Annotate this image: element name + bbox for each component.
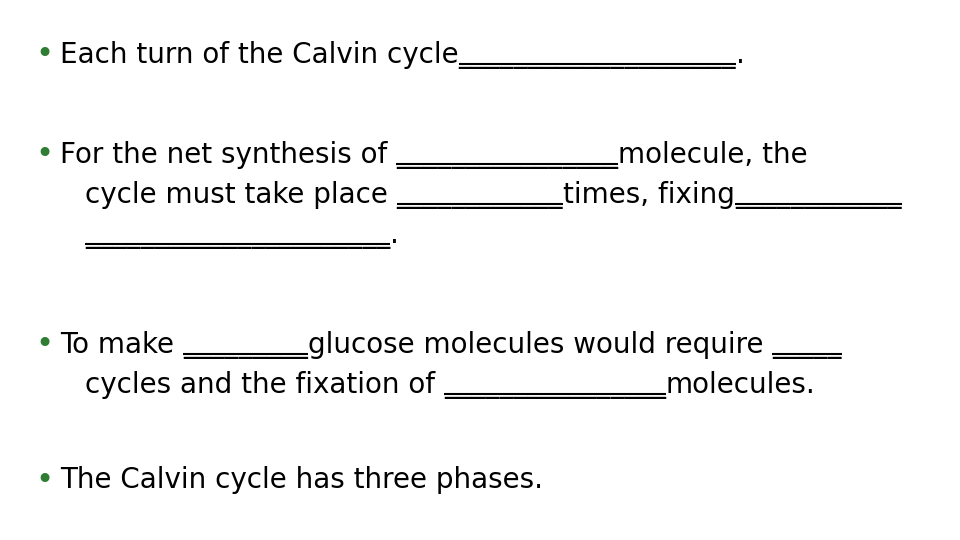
Text: cycles and the fixation of: cycles and the fixation of (85, 371, 444, 399)
Text: To make: To make (60, 331, 182, 359)
Text: •: • (35, 140, 53, 170)
Text: ________________: ________________ (396, 141, 618, 169)
Text: For the net synthesis of: For the net synthesis of (60, 141, 396, 169)
Text: •: • (35, 40, 53, 70)
Text: molecule, the: molecule, the (618, 141, 807, 169)
Text: ____________: ____________ (735, 181, 901, 209)
Text: .: . (736, 41, 745, 69)
Text: ________________: ________________ (444, 371, 666, 399)
Text: ______________________: ______________________ (85, 221, 391, 249)
Text: ____________: ____________ (396, 181, 564, 209)
Text: •: • (35, 330, 53, 360)
Text: _________: _________ (182, 331, 308, 359)
Text: .: . (391, 221, 399, 249)
Text: ____________________: ____________________ (459, 41, 736, 69)
Text: cycle must take place: cycle must take place (85, 181, 396, 209)
Text: times, fixing: times, fixing (564, 181, 735, 209)
Text: The Calvin cycle has three phases.: The Calvin cycle has three phases. (60, 466, 543, 494)
Text: molecules.: molecules. (666, 371, 816, 399)
Text: _____: _____ (772, 331, 842, 359)
Text: Each turn of the Calvin cycle: Each turn of the Calvin cycle (60, 41, 459, 69)
Text: glucose molecules would require: glucose molecules would require (308, 331, 772, 359)
Text: •: • (35, 465, 53, 495)
